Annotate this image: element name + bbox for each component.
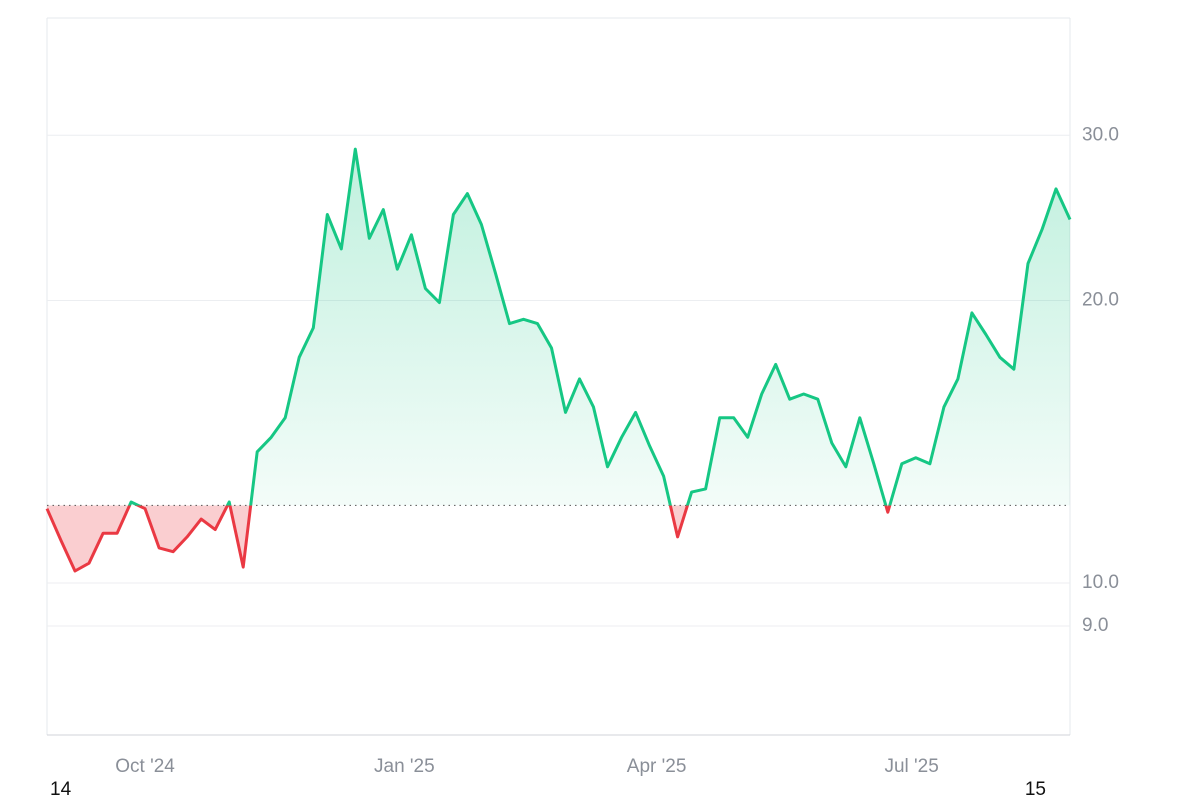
area	[47, 149, 1070, 571]
y-tick-label: 9.0	[1082, 615, 1108, 636]
y-tick-label: 10.0	[1082, 572, 1119, 593]
x-tick-label: Jul '25	[884, 756, 938, 777]
price-line	[45, 147, 1072, 573]
x-tick-label: Apr '25	[627, 756, 687, 777]
end-label: 15	[1025, 779, 1046, 800]
start-label: 14	[50, 779, 72, 800]
y-tick-label: 30.0	[1082, 124, 1119, 145]
x-tick-label: Jan '25	[374, 756, 435, 777]
x-tick-label: Oct '24	[115, 756, 175, 777]
y-tick-label: 20.0	[1082, 290, 1119, 311]
